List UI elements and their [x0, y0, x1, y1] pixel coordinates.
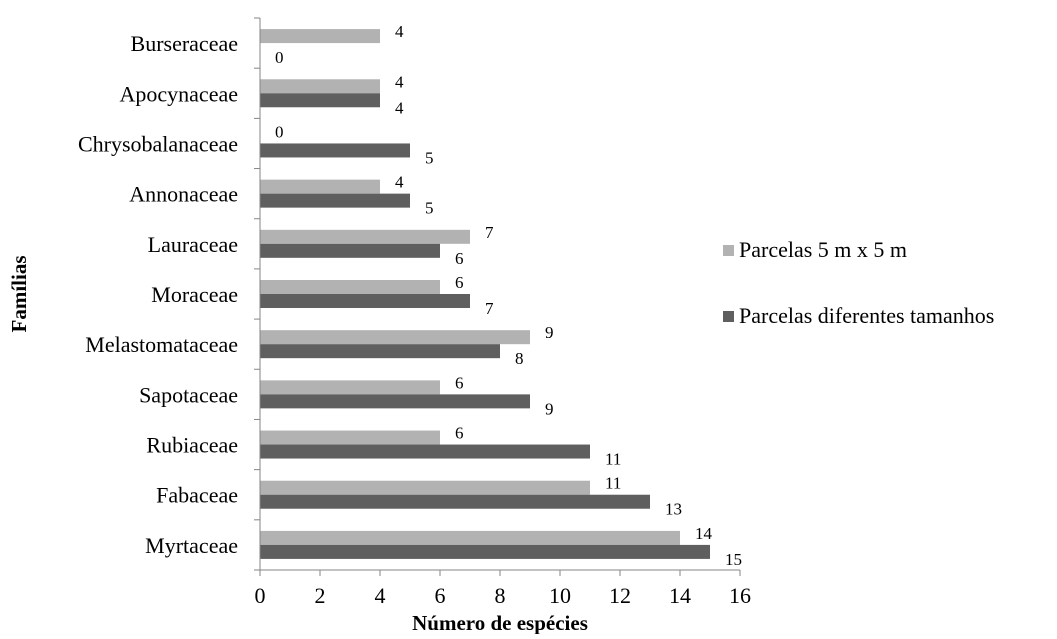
- data-label-series-2: 15: [725, 550, 742, 569]
- bar-series-1: [260, 380, 440, 395]
- legend-label: Parcelas 5 m x 5 m: [739, 237, 907, 262]
- data-label-series-1: 11: [605, 474, 621, 493]
- bar-series-2: [260, 93, 380, 108]
- bar-series-1: [260, 29, 380, 44]
- category-label: Rubiaceae: [146, 433, 238, 458]
- x-tick-label: 6: [435, 583, 446, 608]
- x-tick-label: 2: [315, 583, 326, 608]
- data-label-series-1: 14: [695, 524, 713, 543]
- bar-series-1: [260, 179, 380, 194]
- bars-layer: [260, 29, 710, 559]
- x-tick-label: 10: [549, 583, 571, 608]
- data-label-series-2: 9: [545, 399, 554, 418]
- data-label-series-1: 0: [275, 122, 284, 141]
- category-label: Sapotaceae: [139, 382, 238, 407]
- bar-series-1: [260, 229, 470, 244]
- data-label-series-2: 11: [605, 450, 621, 469]
- legend: Parcelas 5 m x 5 m Parcelas diferentes ta…: [723, 237, 994, 328]
- category-label: Lauraceae: [148, 232, 238, 257]
- bar-series-2: [260, 243, 440, 258]
- data-label-series-1: 6: [455, 373, 464, 392]
- legend-swatch: [723, 245, 734, 256]
- category-label: Burseraceae: [131, 31, 238, 56]
- category-label: Fabaceae: [156, 483, 238, 508]
- bar-series-1: [260, 280, 440, 294]
- data-label-series-2: 6: [455, 249, 464, 268]
- bar-series-2: [260, 394, 530, 409]
- bar-series-1: [260, 79, 380, 94]
- legend-label: Parcelas diferentes tamanhos: [739, 303, 994, 328]
- y-axis-title: Famílias: [7, 256, 31, 333]
- data-label-series-2: 5: [425, 199, 434, 218]
- data-label-series-2: 7: [485, 299, 494, 318]
- x-axis-title: Número de espécies: [412, 611, 588, 634]
- bar-series-2: [260, 143, 410, 158]
- data-label-series-1: 7: [485, 223, 494, 242]
- category-label: Myrtaceae: [145, 533, 238, 558]
- ticks-layer: 0 2 4 6 8 10 12 14 16: [254, 17, 751, 608]
- data-label-series-2: 0: [275, 48, 284, 67]
- data-label-series-2: 5: [425, 148, 434, 167]
- data-label-series-1: 4: [395, 72, 404, 91]
- bar-series-1: [260, 480, 590, 495]
- category-label: Moraceae: [151, 282, 238, 307]
- bar-series-2: [260, 544, 710, 559]
- category-labels: Burseraceae Apocynaceae Chrysobalanaceae An…: [78, 31, 238, 558]
- category-label: Chrysobalanaceae: [78, 131, 238, 156]
- data-label-series-2: 4: [395, 98, 404, 117]
- data-label-series-1: 4: [395, 22, 404, 41]
- data-label-series-2: 8: [515, 349, 524, 368]
- category-label: Annonaceae: [129, 182, 238, 207]
- bar-series-1: [260, 430, 440, 445]
- data-label-series-1: 6: [455, 424, 464, 443]
- category-label: Melastomataceae: [85, 332, 238, 357]
- x-tick-label: 14: [669, 583, 691, 608]
- data-label-series-1: 4: [395, 173, 404, 192]
- data-label-series-1: 9: [545, 323, 554, 342]
- bar-series-2: [260, 193, 410, 208]
- bar-series-2: [260, 294, 470, 308]
- category-label: Apocynaceae: [120, 81, 238, 106]
- x-tick-label: 8: [495, 583, 506, 608]
- bar-series-1: [260, 330, 530, 345]
- x-tick-label: 4: [375, 583, 386, 608]
- bar-series-2: [260, 344, 500, 359]
- bar-series-1: [260, 530, 680, 545]
- x-tick-label: 12: [609, 583, 631, 608]
- x-tick-label: 16: [729, 583, 751, 608]
- data-labels: 4 0 4 4 0 5 4 5 7 6 6 7 9 8 6 9 6 11 11 13 14 15: [275, 22, 742, 569]
- x-tick-label: 0: [255, 583, 266, 608]
- bar-series-2: [260, 444, 590, 459]
- bar-series-2: [260, 494, 650, 509]
- data-label-series-2: 13: [665, 500, 682, 519]
- data-label-series-1: 6: [455, 273, 464, 292]
- legend-swatch: [723, 311, 734, 322]
